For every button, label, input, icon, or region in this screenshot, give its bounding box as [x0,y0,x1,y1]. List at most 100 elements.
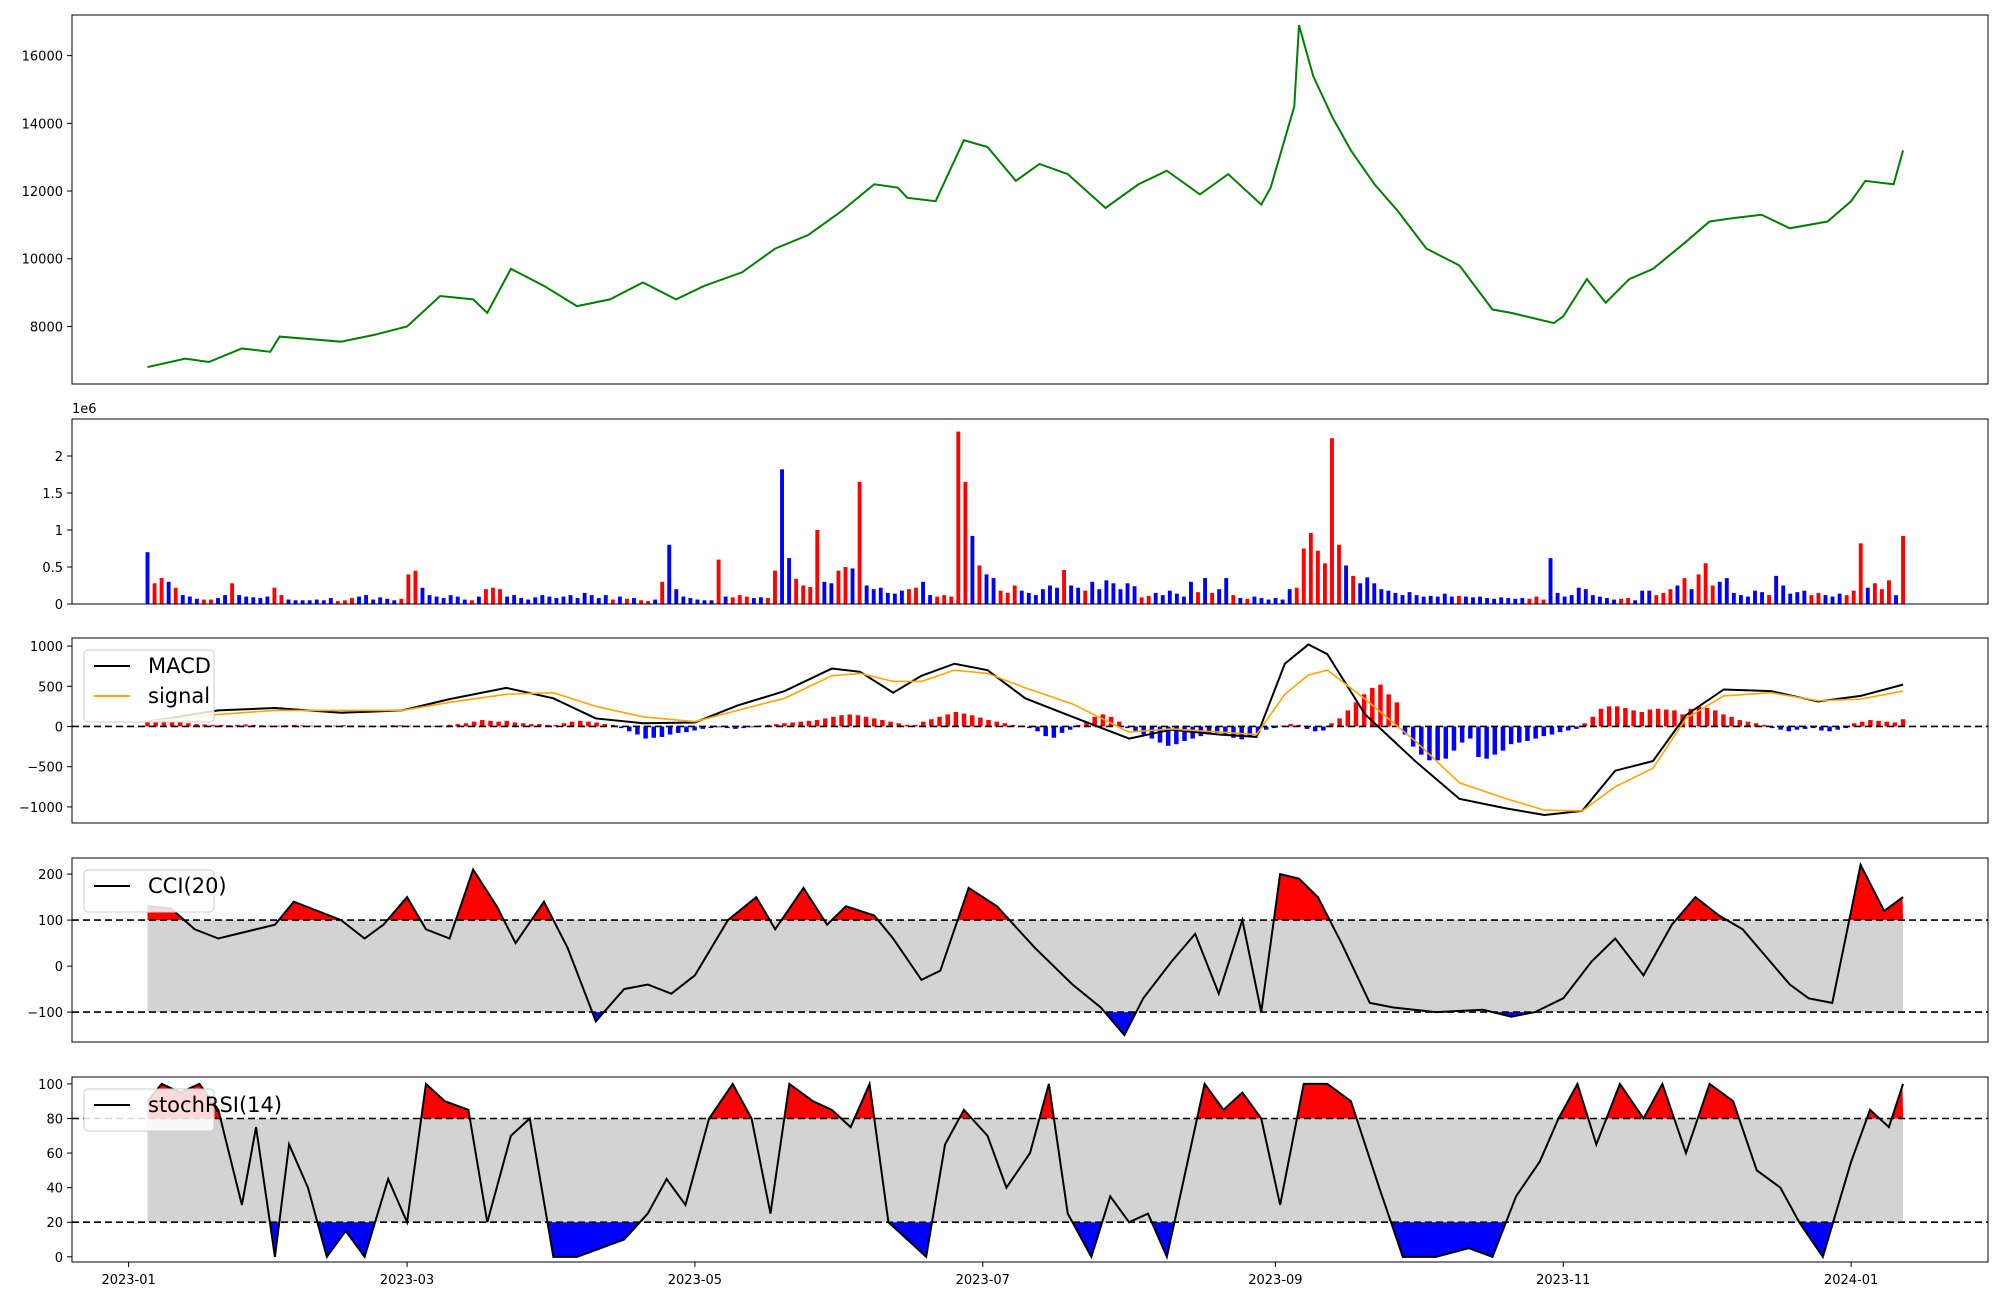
macd-hist-bar [839,715,843,726]
volume-bar [343,600,347,604]
volume-bar [1168,591,1172,604]
volume-bar [1140,597,1144,604]
volume-bar [265,597,269,604]
volume-bar [1217,589,1221,604]
volume-bar [442,598,446,604]
volume-bar [583,593,587,604]
x-tick-label: 2023-11 [1536,1273,1590,1288]
volume-bar [1556,593,1560,604]
volume-bar [1654,595,1658,604]
macd-hist-bar [1378,685,1382,727]
stochrsi-ytick-label: 20 [46,1216,63,1231]
volume-bar [956,432,960,604]
macd-hist-bar [1182,726,1186,740]
volume-bar [1570,595,1574,604]
macd-hist-bar [668,726,672,734]
macd-hist-bar [684,726,688,732]
volume-bar [978,566,982,604]
signal-line [148,670,1904,811]
volume-bar [540,595,544,604]
volume-bar [315,600,319,604]
volume-bar [1626,598,1630,604]
volume-bar [1330,438,1334,604]
volume-bar [1203,578,1207,604]
macd-hist-bar [880,720,884,726]
macd-ytick-label: 500 [38,680,63,695]
volume-bar [519,598,523,604]
volume-bar [1245,599,1249,604]
stochrsi-ytick-label: 40 [46,1182,63,1197]
volume-ytick-label: 0.5 [42,561,63,576]
volume-bar [1619,599,1623,604]
volume-bar [653,600,657,604]
volume-bar [258,598,262,604]
volume-bar [1309,533,1313,604]
volume-ytick-label: 1.5 [42,487,63,502]
volume-bar [287,600,291,604]
volume-bar [674,589,678,604]
volume-bar [456,597,460,604]
volume-bar [421,588,425,604]
volume-bar [681,597,685,604]
cci-legend-label: CCI(20) [148,874,227,898]
volume-bar [942,595,946,604]
macd-hist-bar [211,725,215,727]
volume-bar [1725,578,1729,604]
macd-hist-bar [643,726,647,738]
volume-bar [1457,596,1461,604]
macd-hist-bar [937,717,941,727]
macd-hist-bar [505,721,509,727]
volume-bar [308,600,312,604]
volume-bar [1069,586,1073,605]
volume-bar [773,571,777,604]
macd-hist-bar [1729,717,1733,727]
volume-bar [1866,588,1870,604]
macd-hist-bar [1533,726,1537,738]
volume-bar [195,599,199,604]
volume-bar [1443,594,1447,604]
volume-bar [1274,598,1278,604]
volume-bar [1302,549,1306,605]
volume-bar [1337,545,1341,604]
volume-bar [1739,595,1743,604]
macd-hist-bar [1705,708,1709,727]
macd-hist-bar [1795,726,1799,729]
volume-bar [1697,574,1701,604]
volume-bar [907,589,911,604]
volume-bar [858,482,862,604]
volume-bar [1119,589,1123,604]
volume-bar [1083,591,1087,604]
volume-bar [921,582,925,604]
cci-legend: CCI(20) [84,870,227,912]
volume-bar [1520,598,1524,604]
macd-hist-bar [635,726,639,734]
volume-bar [1577,588,1581,604]
volume-bar [428,595,432,604]
volume-bar [893,594,897,604]
volume-bar [1471,597,1475,604]
volume-bar [385,599,389,604]
macd-hist-bar [578,721,582,727]
macd-hist-bar [1615,706,1619,726]
cci-ytick-label: 100 [38,914,63,929]
price-ytick-label: 10000 [22,253,63,268]
volume-bar [1260,598,1264,604]
volume-bar [1676,586,1680,605]
cci-ytick-label: −100 [27,1006,63,1021]
volume-bar [886,593,890,604]
volume-bar [1760,592,1764,604]
volume-bar [1344,566,1348,604]
volume-bar [413,571,417,604]
volume-bar [569,595,573,604]
volume-bar [1422,597,1426,604]
macd-hist-bar [864,717,868,727]
macd-hist-bar [676,726,680,732]
volume-bar [1189,582,1193,604]
volume-bar [484,589,488,604]
volume-bar [914,588,918,604]
macd-hist-bar [1607,706,1611,726]
volume-bar [1126,583,1130,604]
volume-bar [618,597,622,604]
